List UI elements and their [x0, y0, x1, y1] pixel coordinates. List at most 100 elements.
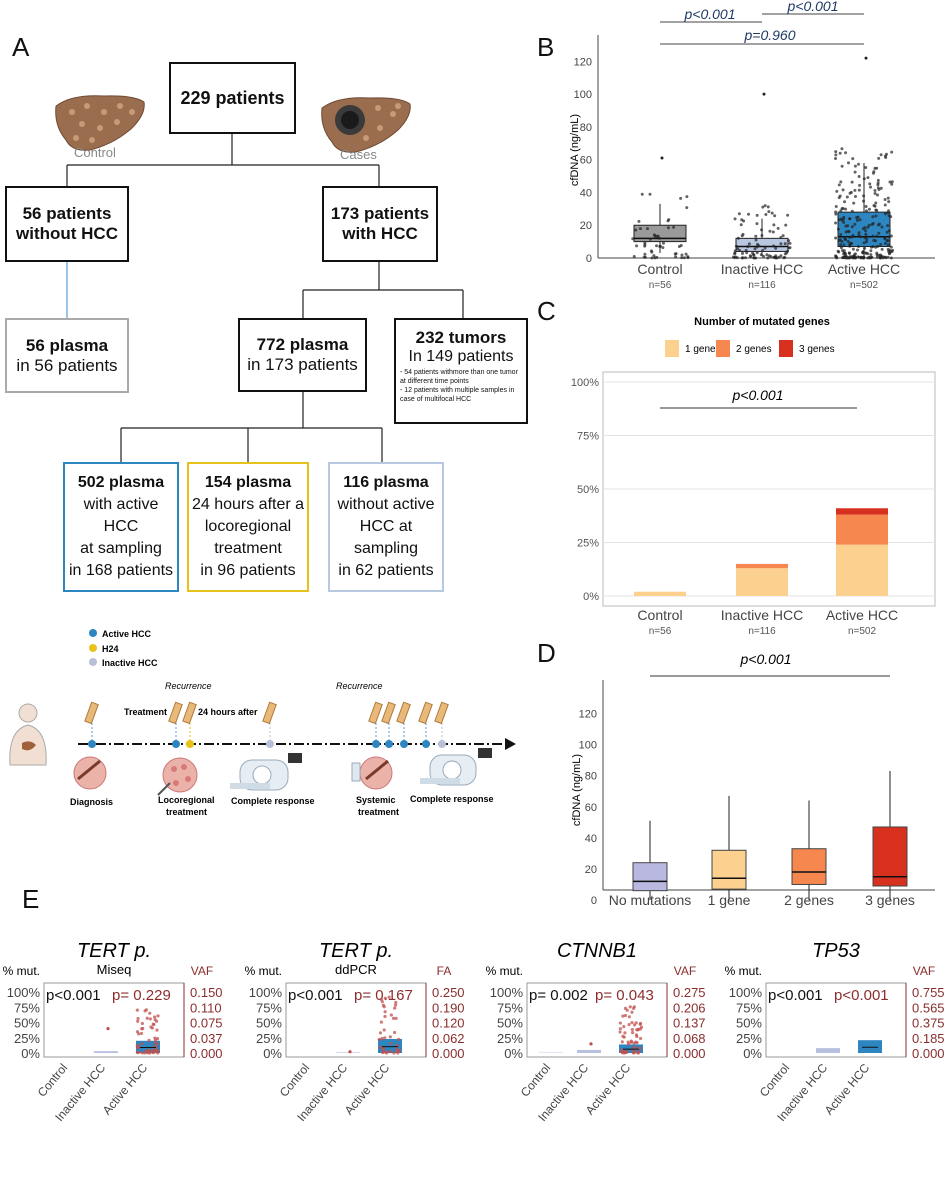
e-point	[384, 1051, 389, 1055]
e-point	[622, 1051, 626, 1055]
d-box	[632, 862, 668, 892]
b-point	[761, 205, 765, 209]
b-point	[856, 244, 860, 248]
e-point	[618, 1021, 622, 1025]
e-left-tick: 75%	[497, 1000, 523, 1015]
box-116-line: without active	[337, 496, 435, 513]
b-point	[858, 183, 862, 187]
e-point	[394, 1000, 398, 1005]
b-point	[680, 253, 684, 257]
e-panel-title: TERT p.	[77, 940, 151, 962]
b-point	[759, 253, 763, 257]
b-point	[846, 256, 850, 260]
e-right-tick: 0.062	[432, 1031, 465, 1046]
d-category: 1 gene	[708, 892, 751, 908]
d-category: No mutations	[609, 892, 691, 908]
box-502-line: HCC	[103, 518, 139, 535]
b-point	[864, 235, 868, 239]
b-point	[889, 256, 893, 260]
b-point	[767, 210, 771, 214]
b-point	[883, 236, 887, 240]
b-point	[885, 230, 889, 234]
b-point	[859, 255, 863, 259]
b-point	[686, 256, 690, 260]
b-point	[877, 188, 881, 192]
box-502-title: 502 plasma	[77, 474, 165, 491]
e-point	[135, 1008, 139, 1012]
e-point	[140, 1042, 144, 1046]
e-right-tick: 0.755	[912, 985, 945, 1000]
e-point	[630, 1010, 634, 1014]
e-right-tick: 0.000	[673, 1046, 706, 1061]
b-point	[883, 197, 887, 201]
b-point	[851, 247, 855, 251]
e-point	[378, 1045, 382, 1049]
b-point	[851, 157, 855, 161]
e-point	[135, 1043, 139, 1047]
e-point	[139, 1031, 144, 1036]
e-panel-title: TP53	[812, 940, 860, 962]
e-bar	[816, 1048, 840, 1053]
d-tick-label: 100	[579, 740, 597, 752]
c-pval: p<0.001	[732, 387, 784, 403]
b-pval-2: p<0.001	[787, 0, 839, 14]
b-point	[853, 164, 857, 168]
b-point	[839, 233, 843, 237]
e-point	[589, 1042, 593, 1046]
e-right-tick: 0.565	[912, 1000, 945, 1015]
legend-active-dot	[89, 629, 97, 637]
d-category: 2 genes	[784, 892, 834, 908]
b-point	[867, 207, 871, 211]
box-232-sub: In 149 patients	[408, 348, 514, 365]
b-tick-label: 60	[580, 155, 592, 167]
systemic-label: Systemic	[356, 795, 396, 805]
e-left-tick: 25%	[14, 1031, 40, 1046]
complete-response-2: Complete response	[410, 794, 494, 804]
b-point	[853, 170, 857, 174]
b-point	[890, 250, 894, 254]
b-point	[643, 252, 647, 256]
b-point	[834, 153, 838, 157]
e-point	[398, 1049, 402, 1053]
b-point	[768, 229, 772, 233]
e-right-tick: 0.000	[432, 1046, 465, 1061]
b-point	[834, 150, 838, 154]
panel-b-letter: B	[537, 32, 555, 62]
b-point	[881, 256, 885, 260]
e-right-tick: 0.000	[912, 1046, 945, 1061]
b-point	[747, 212, 751, 216]
b-point	[846, 240, 850, 244]
b-point	[850, 209, 854, 213]
e-point	[377, 1037, 381, 1042]
b-point	[765, 253, 769, 257]
b-point	[762, 254, 766, 258]
b-point	[850, 225, 854, 229]
box-56-patients: 56 patients without HCC	[5, 186, 129, 262]
e-point	[148, 1017, 152, 1021]
d-tick-label: 40	[585, 833, 597, 845]
b-point	[783, 242, 787, 246]
e-right-tick: 0.120	[432, 1016, 465, 1031]
b-point	[645, 227, 649, 231]
e-point	[388, 1035, 392, 1039]
b-point	[883, 255, 887, 259]
panel-c-letter: C	[537, 296, 556, 326]
b-point	[853, 188, 857, 192]
box-229-patients: 229 patients	[169, 62, 296, 134]
b-point	[839, 243, 843, 247]
c-legend-swatch	[665, 340, 679, 357]
e-point	[136, 1019, 140, 1023]
b-point	[834, 210, 838, 214]
c-legend-label: 2 genes	[736, 344, 772, 355]
panel-d-letter: D	[537, 638, 556, 668]
b-point	[760, 234, 764, 238]
b-point	[864, 56, 868, 60]
b-point	[855, 248, 859, 252]
e-left-tick: 75%	[736, 1000, 762, 1015]
b-point	[840, 207, 844, 211]
e-pval-right: p= 0.229	[112, 987, 171, 1004]
c-legend-swatch	[716, 340, 730, 357]
b-point	[887, 214, 891, 218]
box-116-title: 116 plasma	[343, 474, 429, 491]
d-box	[791, 848, 827, 885]
